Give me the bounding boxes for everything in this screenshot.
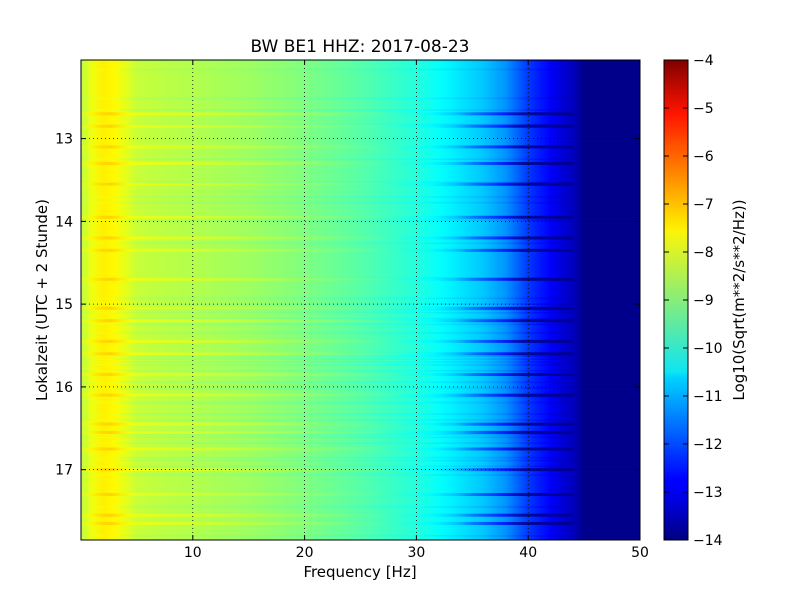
heatmap-bright-band [81,215,573,219]
heatmap-row [81,419,640,421]
heatmap-row [81,242,640,245]
colorbar: −4 −5 −6 −7 −8 −9 −10 −11 −12 −13 −14 Log10(Sqrt(m… [663,53,748,549]
heatmap-bright-band [81,492,573,496]
heatmap-row [81,358,640,360]
y-tick-label: 17 [55,463,73,479]
heatmap-row [81,506,640,508]
colorbar-tick-label: −14 [693,533,723,549]
heatmap-row [81,317,640,320]
heatmap-row [81,332,640,334]
heatmap-row [81,442,640,444]
heatmap-row [81,361,640,363]
colorbar-tick-label: −6 [693,149,714,165]
colorbar-tick-label: −9 [693,293,714,309]
y-tick-label: 15 [55,297,73,313]
heatmap-row [81,297,640,300]
heatmap-bright-band [81,422,573,426]
heatmap-row [81,535,640,537]
y-tick-label: 14 [55,214,73,230]
heatmap-row [81,123,640,126]
spectrogram-heatmap [81,60,640,540]
heatmap-bright-band [81,372,573,376]
heatmap-row [81,201,640,204]
heatmap-row [81,68,640,71]
x-tick-label: 30 [407,545,425,561]
heatmap-row [81,312,640,314]
colorbar-tick-label: −13 [693,485,723,501]
heatmap-row [81,109,640,111]
heatmap-row [81,364,640,366]
heatmap-bright-band [81,447,573,451]
heatmap-bright-band [81,248,573,252]
x-tick-label: 10 [184,545,202,561]
x-axis-ticks: 10 20 30 40 50 [184,60,649,561]
heatmap-bright-band [81,393,573,397]
heatmap-row [81,436,640,439]
heatmap-bright-band [81,236,573,240]
colorbar-tick-label: −7 [693,197,714,213]
heatmap-row [81,309,640,311]
heatmap-row [81,401,640,404]
y-tick-label: 13 [55,132,73,148]
heatmap-bright-band [81,182,573,186]
colorbar-ticks: −4 −5 −6 −7 −8 −9 −10 −11 −12 −13 −14 [664,53,723,549]
heatmap-bright-band [81,352,573,356]
spectrogram-plot: 10 20 30 40 50 13 14 15 16 17 [55,59,649,561]
heatmap-row [81,181,640,184]
heatmap-row [81,196,640,198]
colorbar-tick-label: −5 [693,101,714,117]
heatmap-row [81,474,640,476]
heatmap-row [81,465,640,468]
heatmap-row [81,219,640,221]
heatmap-bright-band [81,513,573,517]
colorbar-tick-label: −8 [693,245,714,261]
heatmap-row [81,323,640,326]
colorbar-tick-label: −11 [693,389,723,405]
heatmap-row [81,381,640,384]
heatmap-row [81,303,640,305]
colorbar-tick-label: −10 [693,341,723,357]
heatmap-row [81,355,640,358]
x-tick-label: 40 [519,545,537,561]
x-tick-label: 50 [631,545,649,561]
heatmap-row [81,433,640,436]
heatmap-bright-band [81,339,573,343]
heatmap-row [81,413,640,415]
x-axis-label: Frequency [Hz] [303,563,416,581]
heatmap-bright-band [81,112,573,116]
heatmap-row [81,387,640,389]
colorbar-label: Log10(Sqrt(m**2/s**2/Hz)) [730,199,748,400]
y-axis-label: Lokalzeit (UTC + 2 Stunde) [33,199,51,401]
heatmap-bright-band [81,277,573,281]
colorbar-tick-label: −4 [693,53,714,69]
heatmap-row [81,396,640,398]
heatmap-background [81,60,640,540]
heatmap-bright-band [81,468,573,472]
heatmap-bright-band [81,124,573,128]
heatmap-row [81,456,640,459]
x-tick-label: 20 [296,545,314,561]
heatmap-bright-band [81,306,573,310]
heatmap-row [81,369,640,372]
heatmap-bright-band [81,161,573,165]
chart-title: BW BE1 HHZ: 2017-08-23 [250,37,469,57]
grid-lines [81,60,640,540]
y-tick-label: 16 [55,380,73,396]
colorbar-tick-label: −12 [693,437,723,453]
heatmap-bright-band [81,521,573,525]
heatmap-row [81,97,640,100]
y-axis-ticks: 13 14 15 16 17 [55,132,640,479]
heatmap-row [81,60,640,62]
heatmap-bright-band [81,430,573,434]
heatmap-row [81,158,640,161]
heatmap-bright-band [81,319,573,323]
heatmap-bright-band [81,145,573,149]
plot-frame [80,59,641,541]
heatmap-row [81,459,640,462]
